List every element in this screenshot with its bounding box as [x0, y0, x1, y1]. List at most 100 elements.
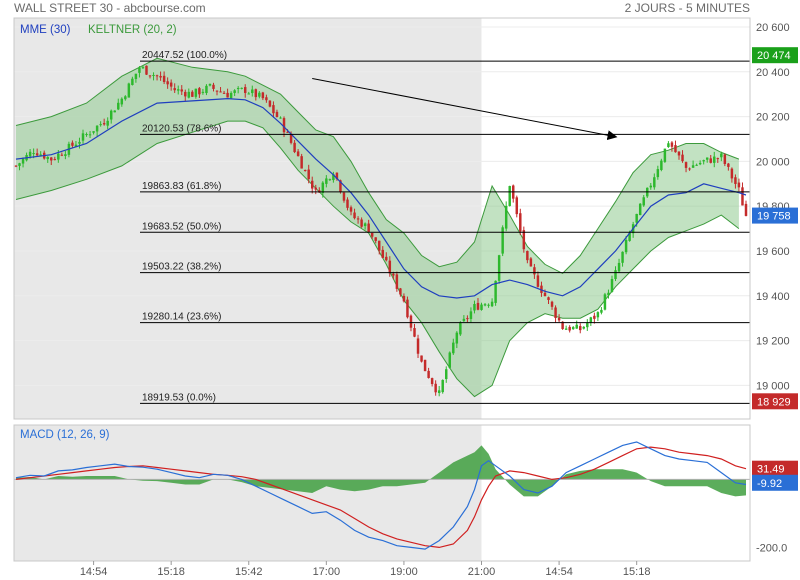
candle-body [78, 141, 81, 144]
chart-title: WALL STREET 30 - abcbourse.com [14, 1, 206, 15]
price-badge: 18 929 [752, 393, 798, 410]
candle-body [120, 98, 124, 105]
candle-body [392, 273, 395, 276]
candle [720, 151, 723, 162]
candle [162, 71, 166, 85]
badge-label: 18 929 [757, 396, 791, 408]
candle [727, 162, 730, 171]
candle-body [670, 142, 674, 147]
candle-body [571, 327, 575, 330]
candle [71, 140, 74, 148]
candle-body [35, 153, 39, 156]
candle [423, 359, 427, 372]
candle [473, 300, 476, 314]
candle [487, 303, 490, 308]
candle [159, 71, 162, 81]
candle [370, 232, 374, 239]
candle-body [716, 158, 720, 160]
candle-body [307, 169, 310, 180]
candle-body [469, 311, 473, 319]
candle-body [88, 134, 92, 136]
candle-body [240, 87, 243, 89]
macd-session-shade [14, 425, 482, 561]
candle [512, 184, 515, 203]
candle [155, 74, 159, 81]
candle-body [557, 317, 561, 321]
candle-body [593, 315, 596, 319]
candle-body [547, 297, 550, 300]
candle [395, 271, 399, 292]
candle-body [325, 178, 328, 184]
candle-body [363, 223, 367, 227]
candle-body [113, 110, 116, 113]
candle-body [607, 292, 610, 296]
candle-body [236, 88, 240, 90]
candle [674, 140, 677, 153]
candle-body [430, 378, 434, 385]
candle [462, 315, 466, 322]
trend-arrow [312, 77, 618, 141]
candle-body [162, 75, 166, 82]
candle [490, 298, 494, 308]
candle-body [184, 91, 187, 97]
candle-body [741, 187, 744, 206]
candle-body [723, 154, 727, 164]
candle-body [684, 162, 688, 168]
candle-body [374, 237, 377, 241]
candle-body [155, 75, 159, 77]
candle-body [543, 292, 547, 297]
ema-line [15, 97, 747, 299]
candle-body [487, 304, 490, 306]
candle [452, 338, 455, 355]
candle [445, 366, 448, 383]
candle [166, 77, 169, 89]
candle [233, 89, 236, 97]
candle-body [596, 312, 600, 318]
candle [660, 158, 663, 172]
candle [293, 140, 296, 154]
candle-body [483, 304, 487, 306]
candle-body [335, 172, 339, 180]
macd-panel [14, 441, 750, 550]
price-badge: 20 474 [752, 47, 798, 64]
candle-body [621, 251, 624, 263]
candle [332, 171, 335, 183]
candle [684, 161, 688, 173]
y-tick-label: 19 000 [756, 380, 790, 392]
candle-body [222, 92, 226, 94]
candle [102, 118, 106, 126]
candle [353, 208, 356, 220]
candle [730, 167, 734, 183]
candle [120, 97, 124, 107]
candle [60, 152, 64, 157]
candle [198, 86, 201, 98]
candle-body [141, 67, 145, 69]
candle-body [360, 219, 363, 227]
candle [18, 162, 21, 171]
candle-body [131, 78, 134, 85]
candle-body [388, 260, 392, 274]
candle-body [406, 299, 409, 318]
candle [385, 252, 388, 262]
candle-body [198, 88, 201, 95]
candle-body [681, 154, 684, 162]
candle [78, 137, 81, 149]
candle-body [409, 315, 413, 328]
candle [653, 173, 656, 190]
candle-body [441, 379, 444, 393]
candle-body [702, 160, 705, 162]
candle [427, 367, 430, 379]
candle-body [667, 143, 670, 148]
candle-body [459, 322, 462, 335]
candle-body [720, 153, 723, 158]
candle [321, 181, 325, 198]
candle-body [614, 270, 617, 279]
candle [258, 91, 261, 99]
candle [459, 321, 462, 336]
candle [85, 132, 88, 137]
fib-label: 19503.22 (38.2%) [142, 262, 222, 273]
candle [466, 315, 469, 323]
keltner-lower-line [15, 120, 740, 398]
y-tick-label: 20 600 [756, 22, 790, 34]
candle-body [349, 207, 353, 212]
